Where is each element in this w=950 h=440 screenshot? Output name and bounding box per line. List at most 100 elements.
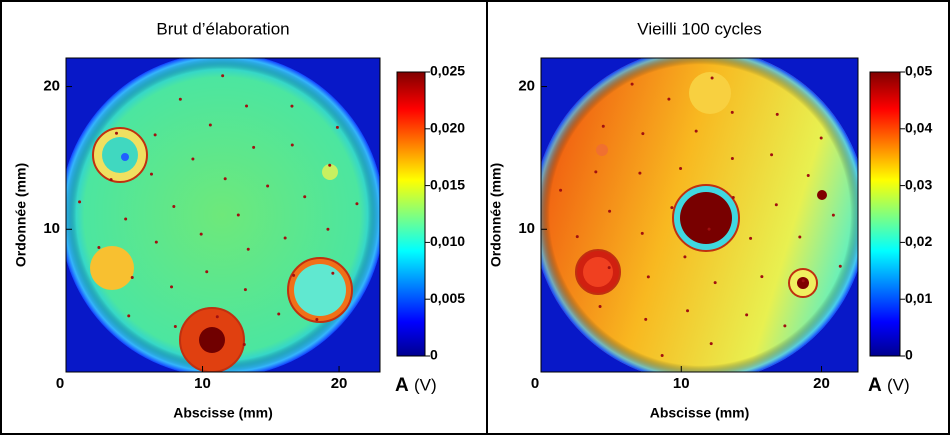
colorbar-tick-label: 0,05 <box>905 63 932 79</box>
speck <box>335 125 339 129</box>
speck <box>709 342 713 346</box>
speck <box>745 313 749 317</box>
speck <box>641 132 645 136</box>
speck <box>114 131 118 135</box>
colorbar-tick-label: 0,02 <box>905 233 932 249</box>
speck <box>646 275 650 279</box>
x-tick-label: 20 <box>813 375 830 392</box>
speck <box>798 235 802 239</box>
speck <box>644 317 648 321</box>
speck <box>594 170 598 174</box>
defect <box>121 153 129 161</box>
speck <box>730 110 734 114</box>
colorbar-tick-label: 0,025 <box>430 63 465 79</box>
speck <box>783 324 787 328</box>
speck <box>730 157 734 161</box>
speck <box>686 309 690 313</box>
speck <box>819 136 823 140</box>
speck <box>838 264 842 268</box>
colorbar <box>396 71 426 357</box>
speck <box>277 312 281 316</box>
y-axis-label: Ordonnée (mm) <box>13 163 29 267</box>
speck <box>608 209 612 213</box>
speck <box>173 325 177 329</box>
speck <box>245 104 249 108</box>
colorbar-tick-label: 0 <box>430 347 438 363</box>
speck <box>223 177 227 181</box>
speck <box>801 279 805 283</box>
defect-core <box>199 327 225 353</box>
speck <box>770 153 774 157</box>
speck <box>292 273 296 277</box>
x-tick-label: 10 <box>673 375 690 392</box>
panel-title: Vieilli 100 cycles <box>637 19 761 38</box>
x-tick-label: 0 <box>531 375 539 392</box>
colorbar-symbol: A <box>868 375 882 396</box>
colorbar-tick-label: 0,005 <box>430 290 465 306</box>
speck <box>97 245 101 249</box>
x-tick-label: 20 <box>331 375 348 392</box>
speck <box>710 76 714 80</box>
speck <box>355 202 359 206</box>
speck <box>683 255 687 259</box>
colorbar-tick-label: 0,020 <box>430 120 465 136</box>
colorbar-tick-label: 0,04 <box>905 120 932 136</box>
speck <box>170 285 174 289</box>
defect <box>90 246 134 290</box>
speck <box>266 184 270 188</box>
speck <box>199 232 203 236</box>
colorbar-unit: (V) <box>414 375 437 394</box>
y-tick-label: 10 <box>43 220 60 237</box>
speck <box>124 217 128 221</box>
speck <box>559 188 563 192</box>
speck <box>178 97 182 101</box>
speck <box>707 227 711 231</box>
defect <box>322 164 338 180</box>
speck <box>598 304 602 308</box>
speck <box>315 318 319 322</box>
speck <box>667 97 671 101</box>
speck <box>640 231 644 235</box>
speck <box>731 196 735 200</box>
speck <box>679 166 683 170</box>
plot-frame <box>540 57 859 373</box>
speck <box>774 203 778 207</box>
speck <box>172 204 176 208</box>
speck <box>775 112 779 116</box>
colorbar-symbol: A <box>395 375 409 396</box>
colorbar-unit: (V) <box>887 375 910 394</box>
speck <box>630 82 634 86</box>
colorbar-tick-label: 0,015 <box>430 176 465 192</box>
colorbar-tick-label: 0 <box>905 347 913 363</box>
x-axis-label: Abscisse (mm) <box>650 405 750 421</box>
speck <box>670 206 674 210</box>
y-tick-label: 20 <box>518 78 535 95</box>
speck <box>806 174 810 178</box>
colorbar-tick-label: 0,03 <box>905 176 932 192</box>
speck <box>191 157 195 161</box>
panel-title: Brut d’élaboration <box>156 19 289 38</box>
plot-frame <box>65 57 381 373</box>
speck <box>215 315 219 319</box>
heatmap <box>541 58 858 372</box>
speck <box>660 354 664 358</box>
speck <box>242 343 246 347</box>
speck <box>575 235 579 239</box>
defect-core <box>797 277 809 289</box>
speck <box>243 288 247 292</box>
defect <box>596 144 608 156</box>
speck <box>153 133 157 137</box>
speck <box>749 236 753 240</box>
speck <box>221 74 225 78</box>
speck <box>290 143 294 147</box>
defect-core <box>294 264 346 316</box>
speck <box>154 240 158 244</box>
x-axis-label: Abscisse (mm) <box>173 405 273 421</box>
speck <box>208 123 212 127</box>
speck <box>638 171 642 175</box>
speck <box>326 227 330 231</box>
speck <box>130 275 134 279</box>
speck <box>694 129 698 133</box>
speck <box>78 200 82 204</box>
